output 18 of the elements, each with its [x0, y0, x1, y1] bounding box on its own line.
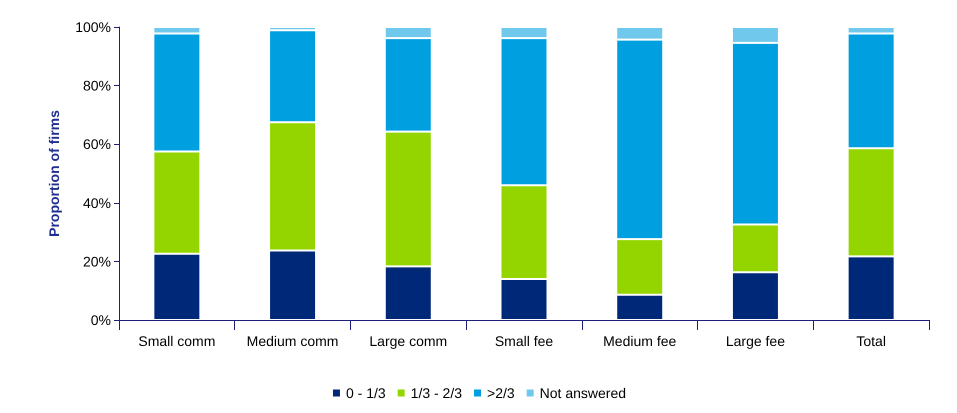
y-tick-label: 80% [82, 78, 111, 94]
x-tick-label: Small comm [138, 333, 216, 349]
legend-label: 0 - 1/3 [346, 385, 386, 401]
x-tick-label: Total [856, 333, 886, 349]
legend-label: 1/3 - 2/3 [410, 385, 462, 401]
y-tick-label: 60% [82, 136, 111, 152]
y-axis-title: Proportion of firms [46, 110, 62, 237]
x-tick-label: Large comm [369, 333, 448, 349]
x-tick-label: Small fee [494, 333, 554, 349]
x-tick-label: Large fee [726, 333, 786, 349]
y-tick-label: 40% [82, 194, 111, 211]
legend-label: >2/3 [487, 385, 515, 401]
x-tick-label: Medium comm [246, 333, 338, 349]
y-tick-label: 0% [90, 312, 111, 328]
y-tick-label: 100% [75, 19, 111, 35]
x-tick-label: Medium fee [603, 333, 676, 349]
legend-label: Not answered [540, 385, 626, 401]
y-tick-label: 20% [82, 253, 111, 270]
